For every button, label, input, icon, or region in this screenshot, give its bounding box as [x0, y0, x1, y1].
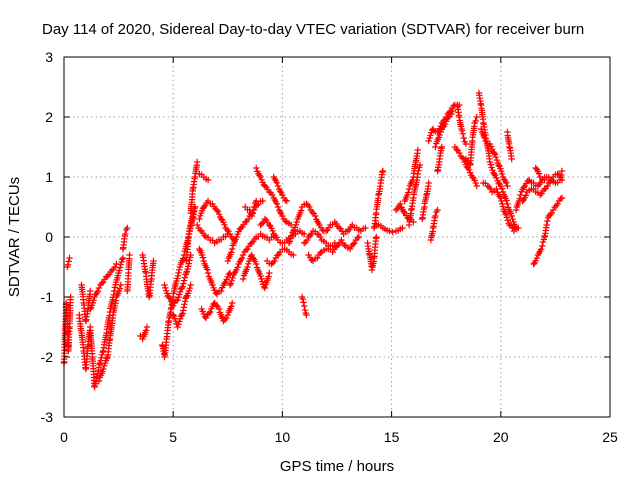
y-tick-label: -3 [41, 409, 54, 425]
y-axis-title: SDTVAR / TECUs [6, 177, 23, 297]
x-axis-title: GPS time / hours [280, 458, 394, 475]
data-point-trace [285, 200, 328, 247]
data-marks [60, 89, 566, 391]
axis-ticks [63, 56, 611, 418]
data-point-trace [119, 224, 131, 253]
data-point-trace [298, 293, 310, 319]
data-point-trace [161, 251, 194, 310]
data-point-trace [170, 281, 194, 331]
y-tick-label: 0 [45, 229, 53, 245]
data-point-trace [305, 245, 330, 265]
data-point-trace [196, 197, 238, 244]
data-point-trace [257, 215, 308, 247]
y-tick-label: 1 [45, 169, 53, 185]
y-tick-label: 3 [45, 49, 53, 65]
x-tick-label: 25 [602, 429, 618, 445]
data-point-trace [532, 164, 548, 184]
data-point-trace [187, 158, 201, 217]
chart-title: Day 114 of 2020, Sidereal Day-to-day VTE… [42, 21, 584, 38]
x-tick-labels: 0 5 10 15 20 25 [60, 429, 618, 445]
data-point-trace [198, 299, 236, 325]
data-point-trace [453, 101, 470, 148]
data-point-trace [139, 251, 157, 301]
data-point-trace [301, 227, 338, 250]
data-point-trace [401, 146, 421, 205]
x-tick-label: 20 [493, 429, 509, 445]
data-point-trace [64, 254, 73, 271]
data-point-trace [239, 251, 273, 292]
data-point-trace [196, 170, 212, 184]
y-tick-labels: -3 -2 -1 0 1 2 3 [41, 49, 54, 425]
x-tick-label: 0 [60, 429, 68, 445]
data-point-trace [95, 281, 124, 385]
y-tick-label: -2 [41, 349, 54, 365]
data-point-trace [405, 161, 424, 229]
data-point-trace [419, 179, 432, 223]
data-point-trace [87, 260, 120, 313]
y-tick-label: -1 [41, 289, 54, 305]
data-point-trace [242, 197, 260, 220]
data-point-trace [270, 173, 290, 205]
data-point-trace [451, 143, 480, 190]
data-point-trace [253, 164, 295, 229]
data-point-trace [480, 179, 522, 235]
data-point-trace [124, 251, 133, 295]
data-point-trace [322, 218, 369, 238]
data-point-trace [462, 113, 480, 169]
data-point-trace [78, 281, 94, 325]
data-point-trace [76, 254, 127, 391]
x-tick-label: 10 [275, 429, 291, 445]
data-point-trace [504, 128, 515, 163]
data-point-trace [263, 245, 297, 268]
data-point-trace [194, 221, 231, 247]
x-tick-label: 15 [384, 429, 400, 445]
data-point-trace [137, 323, 151, 343]
data-point-trace [325, 233, 362, 256]
data-point-trace [370, 167, 387, 232]
data-point-trace [519, 170, 566, 205]
data-point-trace [434, 143, 445, 175]
data-point-trace [373, 221, 406, 236]
data-point-trace [60, 293, 74, 367]
x-tick-label: 5 [169, 429, 177, 445]
data-point-trace [427, 206, 441, 244]
data-point-trace [530, 194, 566, 268]
y-tick-label: 2 [45, 109, 53, 125]
data-point-trace [226, 230, 277, 289]
data-point-trace [196, 245, 234, 298]
data-point-trace [432, 107, 456, 151]
data-point-trace [364, 233, 380, 274]
data-point-trace [477, 125, 511, 190]
grid [64, 57, 610, 417]
